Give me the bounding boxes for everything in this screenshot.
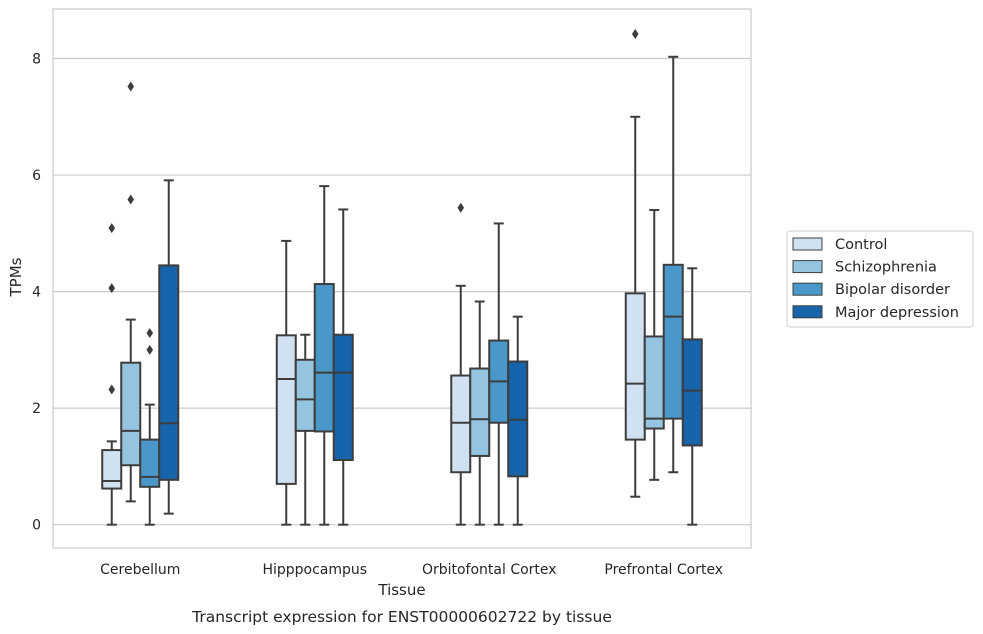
outlier-point — [108, 223, 116, 234]
outlier-point — [146, 344, 154, 355]
x-tick-1: Cerebellum — [100, 562, 180, 578]
x-tick-3: Orbitofontal Cortex — [422, 562, 557, 578]
box-3-1 — [139, 327, 161, 526]
legend-swatch-1 — [792, 237, 823, 251]
box-body — [294, 358, 316, 432]
x-axis-label: Tissue — [377, 581, 425, 599]
legend-frame — [786, 230, 974, 328]
box-3-2 — [313, 185, 335, 526]
box-2-4 — [643, 209, 665, 481]
box-body — [101, 449, 123, 490]
legend-swatch-3 — [792, 282, 823, 296]
outlier-point — [457, 202, 465, 213]
box-4-2 — [332, 208, 354, 526]
plot-frame — [52, 8, 752, 549]
box-body — [158, 264, 180, 481]
box-body — [469, 367, 491, 457]
box-body — [275, 334, 297, 485]
box-body — [662, 263, 684, 420]
outlier-point — [108, 384, 116, 395]
box-3-3 — [488, 222, 510, 526]
y-axis-label: TPMs — [7, 257, 25, 297]
y-tick-2: 2 — [32, 401, 41, 417]
legend-swatch-4 — [792, 305, 823, 319]
legend-swatch-2 — [792, 260, 823, 274]
box-2-1 — [120, 81, 142, 503]
box-4-4 — [681, 267, 703, 526]
box-1-3 — [450, 202, 472, 526]
box-body — [624, 292, 646, 441]
box-body — [681, 338, 703, 447]
y-tick-labels: 0 2 4 6 8 — [32, 52, 41, 534]
x-tick-4: Prefrontal Cortex — [604, 562, 723, 578]
outlier-point — [146, 327, 154, 338]
box-body — [643, 335, 665, 430]
outlier-point — [127, 194, 135, 205]
box-body — [450, 374, 472, 474]
x-tick-2: Hipppocampus — [262, 562, 367, 578]
box-4-1 — [158, 179, 180, 515]
chart-caption: Transcript expression for ENST0000060272… — [191, 608, 612, 626]
legend-label-4: Major depression — [835, 305, 959, 321]
box-4-3 — [507, 315, 529, 526]
legend: Control Schizophrenia Bipolar disorder Majo… — [786, 230, 974, 328]
box-1-2 — [275, 239, 297, 526]
box-2-2 — [294, 333, 316, 526]
box-body — [313, 283, 335, 433]
outlier-point — [631, 29, 639, 40]
outlier-point — [108, 283, 116, 294]
boxes-layer — [101, 29, 703, 526]
box-body — [139, 438, 161, 488]
outlier-point — [127, 81, 135, 92]
box-body — [120, 361, 142, 467]
box-1-1 — [101, 223, 123, 526]
legend-label-2: Schizophrenia — [835, 260, 937, 276]
y-tick-8: 8 — [32, 52, 41, 68]
legend-label-1: Control — [835, 237, 887, 253]
legend-label-3: Bipolar disorder — [835, 282, 950, 298]
y-tick-4: 4 — [32, 285, 41, 301]
x-tick-labels: Cerebellum Hipppocampus Orbitofontal Corte… — [100, 562, 723, 578]
y-tick-6: 6 — [32, 168, 41, 184]
box-body — [332, 333, 354, 462]
y-tick-0: 0 — [32, 518, 41, 534]
